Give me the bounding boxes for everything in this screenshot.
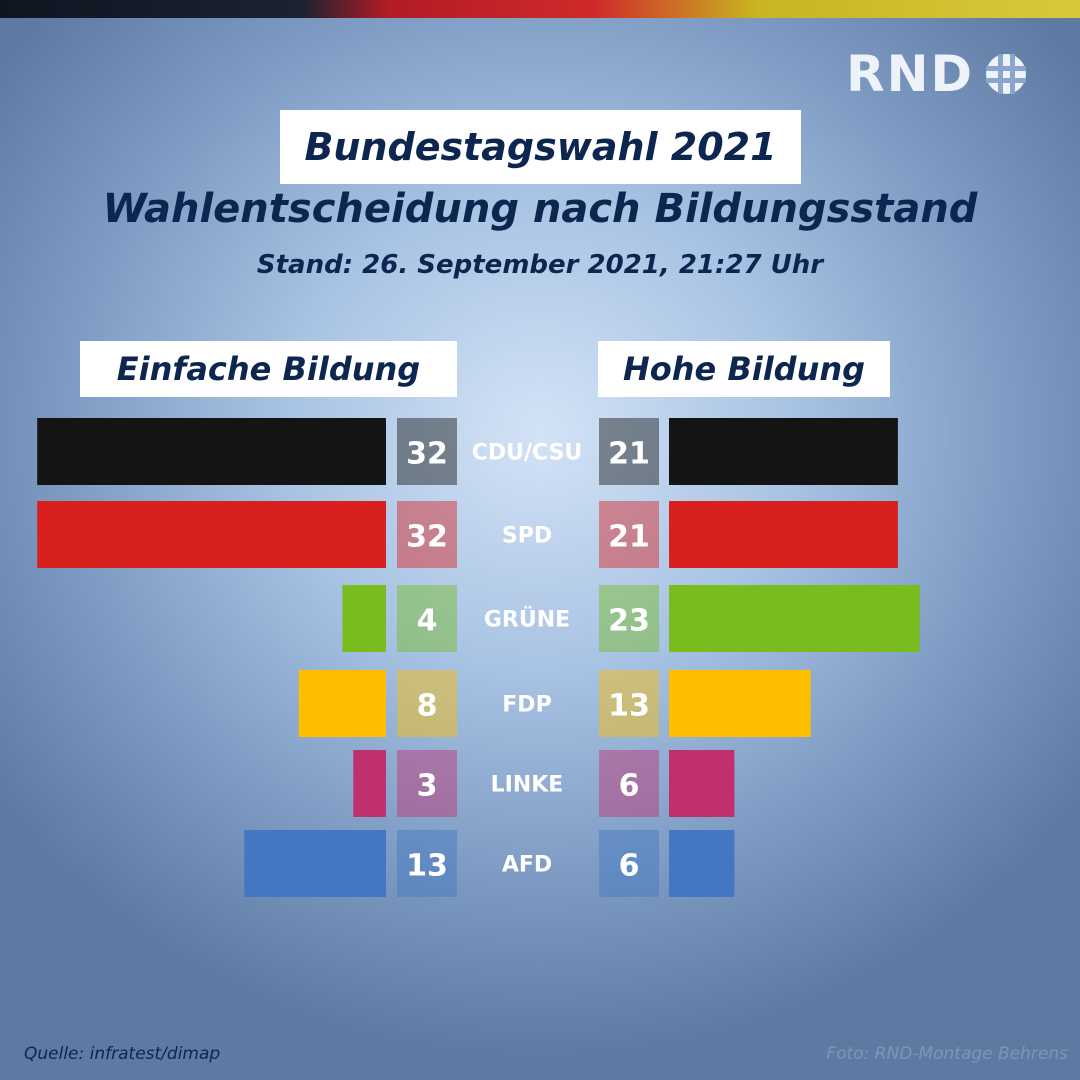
top-color-strip — [0, 0, 1080, 18]
category-label-2: GRÜNE — [484, 607, 570, 633]
value-label-left-5: 13 — [406, 849, 448, 884]
category-label-3: FDP — [502, 693, 551, 718]
value-box-left-4 — [397, 750, 457, 817]
source-note: Quelle: infratest/dimap — [24, 1044, 221, 1064]
chart-subtitle: Wahlentscheidung nach Bildungsstand — [102, 186, 978, 232]
value-label-left-3: 8 — [417, 689, 438, 724]
value-label-right-5: 6 — [619, 849, 640, 884]
value-box-left-3 — [397, 670, 457, 737]
bar-left-5 — [244, 830, 386, 897]
chart-title: Bundestagswahl 2021 — [280, 110, 801, 184]
bar-left-2 — [342, 585, 386, 652]
logo-text: RND — [846, 45, 974, 103]
category-label-4: LINKE — [491, 773, 564, 798]
bar-left-1 — [37, 501, 386, 568]
bar-right-5 — [669, 830, 735, 897]
rnd-logo: RND — [846, 44, 1028, 104]
value-box-left-2 — [397, 585, 457, 652]
value-label-right-1: 21 — [608, 520, 650, 555]
value-box-left-1 — [397, 501, 457, 568]
category-label-5: AFD — [502, 853, 552, 878]
bar-right-3 — [669, 670, 811, 737]
bar-right-4 — [669, 750, 735, 817]
bar-right-2 — [669, 585, 920, 652]
category-label-1: SPD — [502, 524, 552, 549]
value-label-right-4: 6 — [619, 769, 640, 804]
rnd-grid-icon — [986, 54, 1026, 94]
value-label-left-4: 3 — [417, 769, 438, 804]
category-label-0: CDU/CSU — [472, 441, 583, 466]
value-box-right-5 — [599, 830, 659, 897]
value-label-right-3: 13 — [608, 689, 650, 724]
timestamp: Stand: 26. September 2021, 21:27 Uhr — [256, 250, 824, 280]
photo-credit: Foto: RND-Montage Behrens — [826, 1044, 1068, 1064]
value-box-left-0 — [397, 418, 457, 485]
bar-right-1 — [669, 501, 898, 568]
value-box-right-1 — [599, 501, 659, 568]
value-label-left-2: 4 — [417, 604, 438, 639]
value-label-right-2: 23 — [608, 604, 650, 639]
series-label-right: Hohe Bildung — [598, 341, 890, 397]
value-label-left-1: 32 — [406, 520, 448, 555]
bar-left-0 — [37, 418, 386, 485]
value-box-right-2 — [599, 585, 659, 652]
bar-right-0 — [669, 418, 898, 485]
value-box-right-0 — [599, 418, 659, 485]
value-box-left-5 — [397, 830, 457, 897]
bar-left-4 — [353, 750, 386, 817]
bar-left-3 — [298, 670, 386, 737]
value-box-right-3 — [599, 670, 659, 737]
value-label-right-0: 21 — [608, 437, 650, 472]
value-box-right-4 — [599, 750, 659, 817]
value-label-left-0: 32 — [406, 437, 448, 472]
series-label-left: Einfache Bildung — [80, 341, 457, 397]
